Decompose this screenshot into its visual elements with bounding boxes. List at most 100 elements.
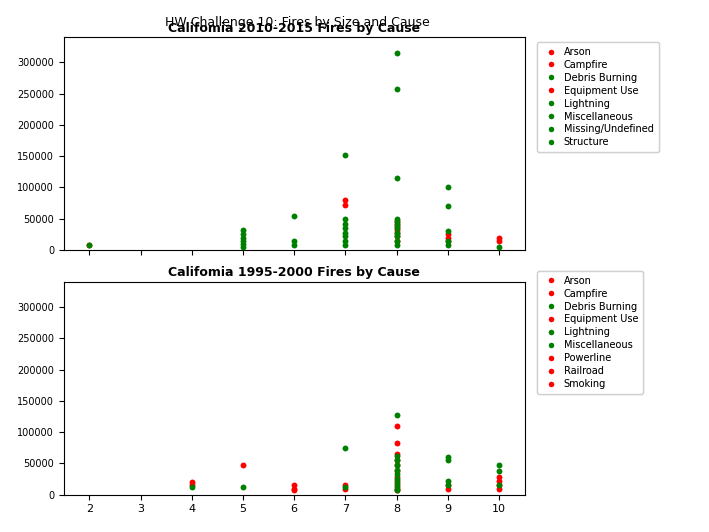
Point: [391, 461, 402, 470]
Point: [391, 481, 402, 489]
Point: [186, 478, 198, 486]
Point: [238, 239, 249, 248]
Point: [391, 224, 402, 232]
Point: [391, 229, 402, 237]
Point: [289, 481, 300, 489]
Point: [391, 217, 402, 225]
Point: [238, 483, 249, 491]
Point: [391, 220, 402, 228]
Point: [442, 236, 454, 245]
Title: Califomia 1995-2000 Fires by Cause: Califomia 1995-2000 Fires by Cause: [168, 267, 420, 279]
Point: [391, 85, 402, 94]
Point: [391, 218, 402, 226]
Point: [442, 484, 454, 493]
Point: [340, 483, 351, 491]
Point: [391, 486, 402, 495]
Point: [442, 236, 454, 245]
Point: [289, 211, 300, 220]
Point: [391, 222, 402, 231]
Point: [340, 228, 351, 237]
Point: [391, 236, 402, 245]
Point: [391, 456, 402, 464]
Point: [340, 201, 351, 209]
Point: [340, 236, 351, 245]
Point: [493, 473, 505, 481]
Point: [442, 477, 454, 485]
Point: [493, 481, 505, 489]
Point: [391, 411, 402, 420]
Point: [238, 236, 249, 245]
Point: [340, 484, 351, 493]
Point: [391, 228, 402, 237]
Point: [391, 232, 402, 240]
Point: [493, 243, 505, 251]
Point: [391, 486, 402, 494]
Point: [340, 196, 351, 204]
Point: [391, 450, 402, 459]
Point: [442, 481, 454, 489]
Point: [442, 230, 454, 239]
Point: [340, 444, 351, 452]
Text: HW Challenge 10: Fires by Size and Cause: HW Challenge 10: Fires by Size and Cause: [165, 16, 430, 29]
Point: [238, 461, 249, 470]
Point: [493, 461, 505, 470]
Point: [186, 483, 198, 492]
Point: [289, 236, 300, 245]
Point: [391, 475, 402, 484]
Point: [289, 484, 300, 493]
Point: [391, 236, 402, 245]
Point: [391, 477, 402, 485]
Point: [238, 230, 249, 239]
Point: [340, 232, 351, 240]
Point: [493, 484, 505, 493]
Point: [340, 220, 351, 228]
Point: [391, 483, 402, 491]
Point: [391, 226, 402, 234]
Point: [391, 241, 402, 250]
Point: [238, 243, 249, 251]
Point: [391, 422, 402, 430]
Point: [442, 241, 454, 250]
Point: [442, 233, 454, 242]
Point: [340, 214, 351, 223]
Point: [391, 438, 402, 447]
Point: [289, 486, 300, 495]
Point: [84, 241, 95, 250]
Point: [391, 461, 402, 470]
Point: [84, 241, 95, 250]
Point: [289, 241, 300, 250]
Point: [391, 479, 402, 488]
Point: [391, 456, 402, 464]
Point: [391, 232, 402, 240]
Point: [340, 151, 351, 159]
Point: [391, 48, 402, 57]
Point: [391, 473, 402, 481]
Point: [391, 174, 402, 182]
Point: [391, 214, 402, 223]
Title: Califomia 2010-2015 Fires by Cause: Califomia 2010-2015 Fires by Cause: [168, 22, 420, 35]
Point: [442, 481, 454, 489]
Point: [442, 183, 454, 192]
Point: [493, 233, 505, 242]
Legend: Arson, Campfire, Debris Burning, Equipment Use, Lightning, Miscellaneous, Missin: Arson, Campfire, Debris Burning, Equipme…: [537, 42, 659, 152]
Point: [442, 453, 454, 461]
Point: [493, 477, 505, 485]
Point: [391, 221, 402, 229]
Point: [493, 481, 505, 489]
Point: [442, 456, 454, 464]
Legend: Arson, Campfire, Debris Burning, Equipment Use, Lightning, Miscellaneous, Powerl: Arson, Campfire, Debris Burning, Equipme…: [537, 271, 643, 394]
Point: [391, 452, 402, 460]
Point: [186, 481, 198, 489]
Point: [238, 226, 249, 234]
Point: [238, 233, 249, 242]
Point: [391, 470, 402, 478]
Point: [391, 467, 402, 475]
Point: [340, 481, 351, 489]
Point: [493, 467, 505, 475]
Point: [391, 466, 402, 474]
Point: [340, 224, 351, 232]
Point: [340, 241, 351, 250]
Point: [493, 236, 505, 245]
Point: [442, 227, 454, 236]
Point: [442, 202, 454, 211]
